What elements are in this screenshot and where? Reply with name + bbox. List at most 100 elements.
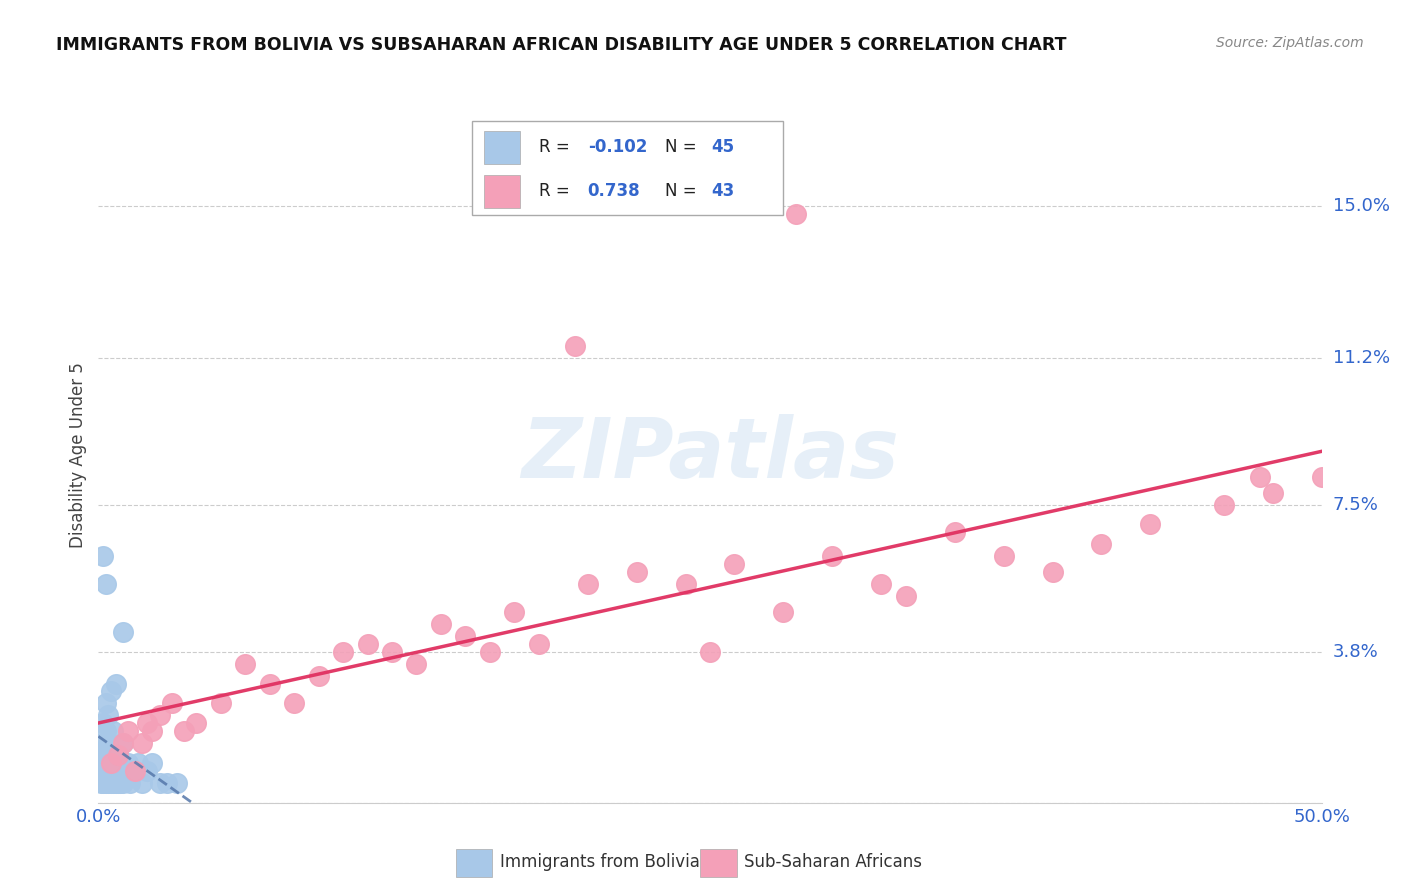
Point <box>117 724 139 739</box>
Point <box>120 776 142 790</box>
Point <box>1090 537 1112 551</box>
Point <box>100 748 122 763</box>
Point <box>1042 565 1064 579</box>
Point <box>576 577 599 591</box>
Point <box>308 668 330 682</box>
Point <box>233 657 256 671</box>
Bar <box>456 849 492 877</box>
Point <box>1212 498 1234 512</box>
Point <box>785 207 807 221</box>
Point <box>723 558 745 572</box>
Point <box>91 776 114 790</box>
Point <box>141 756 163 770</box>
Point <box>107 748 129 763</box>
Point <box>91 549 114 564</box>
Point <box>564 338 586 352</box>
Point <box>166 776 188 790</box>
Point <box>91 716 114 731</box>
Point <box>503 605 526 619</box>
Point <box>141 724 163 739</box>
Point <box>100 776 122 790</box>
Point <box>94 776 117 790</box>
Point <box>101 776 124 790</box>
Point <box>186 716 208 731</box>
Point <box>104 756 127 770</box>
Point <box>136 764 159 778</box>
Point <box>107 776 129 790</box>
Point <box>121 764 143 778</box>
Point <box>993 549 1015 564</box>
Point <box>104 776 127 790</box>
Text: IMMIGRANTS FROM BOLIVIA VS SUBSAHARAN AFRICAN DISABILITY AGE UNDER 5 CORRELATION: IMMIGRANTS FROM BOLIVIA VS SUBSAHARAN AF… <box>56 36 1067 54</box>
Point <box>149 708 172 723</box>
Point <box>478 645 501 659</box>
Text: 45: 45 <box>711 138 734 156</box>
Point <box>97 776 120 790</box>
Point <box>90 748 112 763</box>
Point <box>405 657 427 671</box>
Point <box>283 697 305 711</box>
Text: N =: N = <box>665 138 702 156</box>
Point <box>160 697 183 711</box>
Point <box>527 637 550 651</box>
Point <box>101 756 124 770</box>
Point <box>94 724 117 739</box>
Text: 3.8%: 3.8% <box>1333 643 1378 661</box>
Text: 11.2%: 11.2% <box>1333 349 1391 367</box>
Point <box>111 776 134 790</box>
Point <box>94 697 117 711</box>
Point <box>90 776 112 790</box>
Point <box>100 764 122 778</box>
Point <box>149 776 172 790</box>
Point <box>894 589 917 603</box>
Point <box>259 676 281 690</box>
Point <box>675 577 697 591</box>
Point <box>1249 470 1271 484</box>
Point <box>131 736 153 750</box>
Point <box>943 525 966 540</box>
Y-axis label: Disability Age Under 5: Disability Age Under 5 <box>69 362 87 548</box>
Point <box>97 756 120 770</box>
Point <box>1139 517 1161 532</box>
Bar <box>700 849 737 877</box>
Point <box>131 776 153 790</box>
Point <box>699 645 721 659</box>
Point <box>91 736 114 750</box>
Point <box>124 764 146 778</box>
Text: Immigrants from Bolivia: Immigrants from Bolivia <box>499 853 700 871</box>
Point <box>173 724 195 739</box>
Point <box>117 756 139 770</box>
Point <box>332 645 354 659</box>
Text: -0.102: -0.102 <box>588 138 647 156</box>
Point <box>454 629 477 643</box>
Bar <box>484 175 520 209</box>
Point <box>91 764 114 778</box>
Point <box>127 756 149 770</box>
Text: ZIPatlas: ZIPatlas <box>522 415 898 495</box>
Point <box>356 637 378 651</box>
Point <box>381 645 404 659</box>
Point <box>209 697 232 711</box>
Text: Source: ZipAtlas.com: Source: ZipAtlas.com <box>1216 36 1364 50</box>
Text: N =: N = <box>665 182 702 200</box>
Point <box>100 684 122 698</box>
Point <box>90 764 112 778</box>
Point <box>772 605 794 619</box>
Point <box>1261 485 1284 500</box>
Point <box>94 577 117 591</box>
Point <box>90 756 112 770</box>
FancyBboxPatch shape <box>471 121 783 215</box>
Point <box>110 776 132 790</box>
Point <box>430 616 453 631</box>
Point <box>111 736 134 750</box>
Point <box>156 776 179 790</box>
Point <box>110 756 132 770</box>
Point <box>111 624 134 639</box>
Text: 7.5%: 7.5% <box>1333 496 1379 514</box>
Point <box>136 716 159 731</box>
Point <box>114 764 136 778</box>
Text: R =: R = <box>538 182 575 200</box>
Point <box>1310 470 1333 484</box>
Text: 43: 43 <box>711 182 734 200</box>
Text: 0.738: 0.738 <box>588 182 640 200</box>
